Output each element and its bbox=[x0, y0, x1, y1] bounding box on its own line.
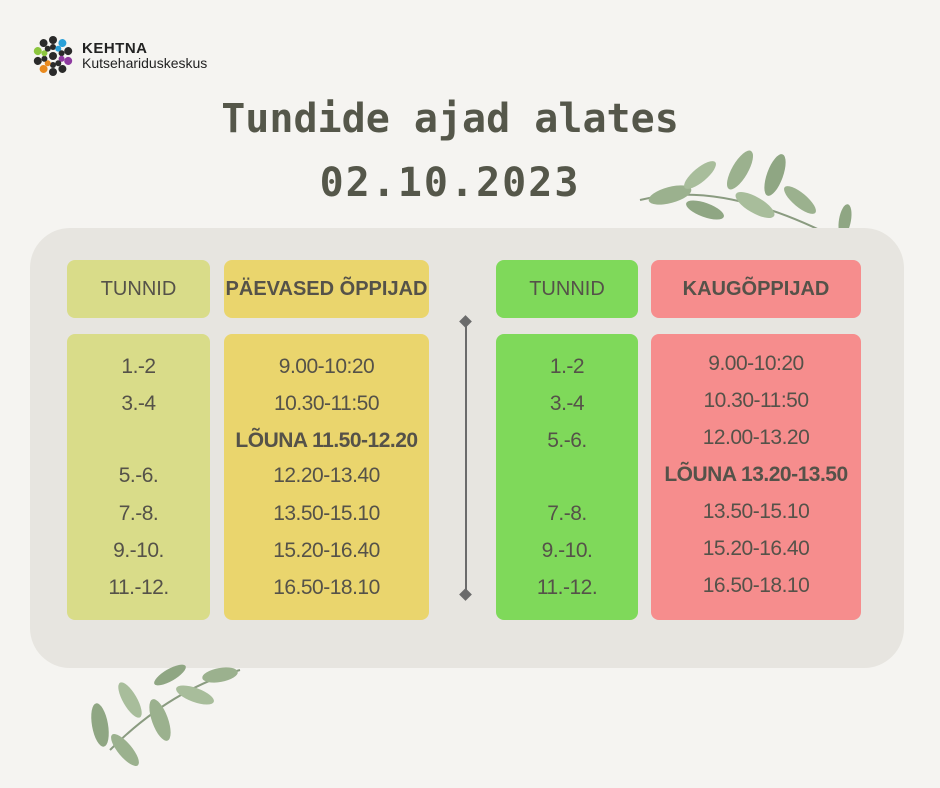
distance-students-times: 9.00-10:20 10.30-11:50 12.00-13.20 LÕUNA… bbox=[651, 334, 861, 620]
logo: KEHTNA Kutsehariduskeskus bbox=[30, 33, 207, 79]
list-item: 9.00-10:20 bbox=[708, 352, 804, 375]
table-divider bbox=[465, 318, 467, 598]
list-item: 10.30-11:50 bbox=[703, 389, 809, 412]
list-item: 16.50-18.10 bbox=[702, 574, 810, 597]
right-lessons-list: 1.-2 3.-4 5.-6. 7.-8. 9.-10. 11.-12. bbox=[496, 334, 638, 620]
distance-students-header: KAUGÕPPIJAD bbox=[651, 260, 861, 318]
list-item: 9.-10. bbox=[541, 539, 593, 562]
left-lessons-list: 1.-2 3.-4 5.-6. 7.-8. 9.-10. 11.-12. bbox=[67, 334, 210, 620]
kehtna-star-logo-icon bbox=[33, 36, 73, 76]
logo-name: KEHTNA bbox=[82, 40, 148, 57]
list-item: 7.-8. bbox=[547, 502, 587, 525]
list-item: 3.-4 bbox=[549, 392, 585, 415]
list-item: 16.50-18.10 bbox=[273, 576, 380, 599]
list-item: 11.-12. bbox=[536, 576, 598, 599]
list-item: 1.-2 bbox=[549, 355, 585, 378]
list-item: 3.-4 bbox=[121, 392, 156, 415]
list-item: 15.20-16.40 bbox=[273, 539, 380, 562]
right-lessons-header: TUNNID bbox=[496, 260, 638, 318]
page-title-date: 02.10.2023 bbox=[319, 160, 581, 206]
leaves-bottom-decoration bbox=[91, 664, 241, 766]
list-item: 5.-6. bbox=[118, 464, 159, 487]
list-item: 13.50-15.10 bbox=[273, 502, 380, 525]
day-students-times: 9.00-10:20 10.30-11:50 LÕUNA 11.50-12.20… bbox=[224, 334, 429, 620]
list-item: 5.-6. bbox=[547, 429, 587, 452]
day-students-header: PÄEVASED ÕPPIJAD bbox=[224, 260, 429, 318]
list-item: 15.20-16.40 bbox=[702, 537, 810, 560]
logo-subtitle: Kutsehariduskeskus bbox=[82, 55, 208, 71]
left-lessons-header: TUNNID bbox=[67, 260, 210, 318]
list-item: 12.00-13.20 bbox=[702, 426, 810, 449]
list-item: 10.30-11:50 bbox=[273, 392, 380, 415]
page-title: Tundide ajad alates bbox=[221, 96, 679, 142]
list-item: 9.-10. bbox=[113, 539, 164, 562]
list-item: 1.-2 bbox=[121, 355, 156, 378]
list-item: 11.-12. bbox=[108, 576, 169, 599]
list-item: 7.-8. bbox=[118, 502, 159, 525]
list-item: 13.50-15.10 bbox=[702, 500, 810, 523]
leaves-top-decoration bbox=[639, 150, 852, 236]
lunch-break: LÕUNA 13.20-13.50 bbox=[664, 463, 848, 486]
list-item: 12.20-13.40 bbox=[273, 464, 380, 487]
lunch-break: LÕUNA 11.50-12.20 bbox=[235, 429, 418, 452]
list-item: 9.00-10:20 bbox=[278, 355, 375, 378]
